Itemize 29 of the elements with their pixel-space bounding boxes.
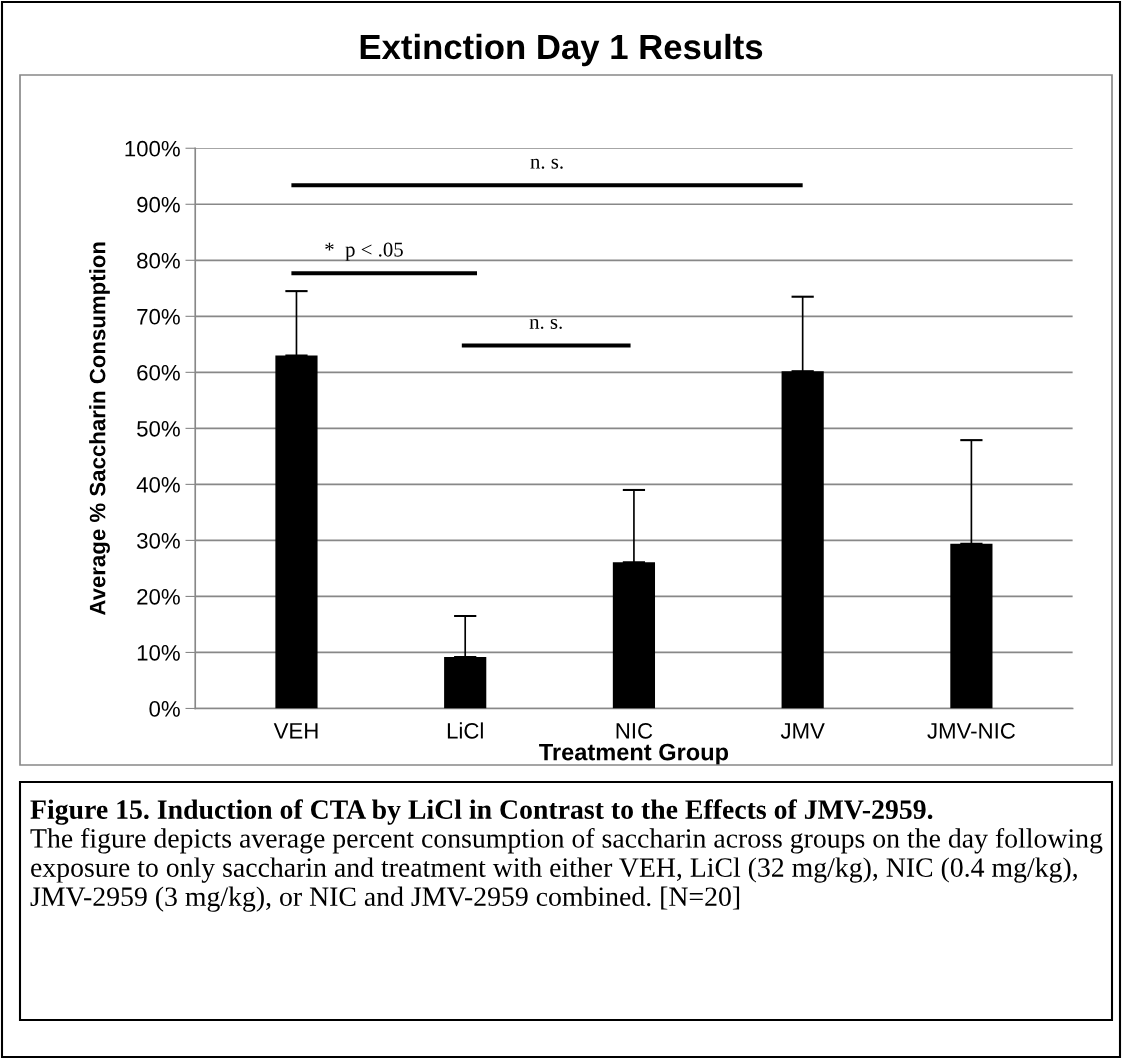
y-tick-label: 20% [137, 588, 180, 605]
bar [612, 562, 656, 709]
y-tick-label: 10% [137, 644, 180, 661]
annotation: * p < .05 [325, 242, 403, 261]
bar [781, 371, 824, 709]
y-tick-label: 100% [125, 140, 180, 157]
y-tick-label: 60% [137, 364, 180, 381]
y-tick-label: 90% [137, 196, 180, 213]
x-tick-label: VEH [273, 723, 318, 739]
y-tick-label: 50% [137, 420, 180, 437]
bar [275, 355, 318, 709]
y-tick-label: 0% [149, 701, 180, 717]
y-axis-title: Average % Saccharin Consumption [89, 242, 110, 616]
annotation: n. s. [530, 158, 563, 169]
x-tick-label: JMV-NIC [927, 722, 1015, 739]
chart-title: Extinction Day 1 Results [360, 33, 763, 67]
y-tick-label: 30% [137, 532, 180, 549]
y-tick-label: 40% [136, 476, 180, 493]
annotation: n. s. [529, 318, 562, 329]
text: The figure depicts average percent consumption of saccharin across groups on the day following exposure to only saccharin and treatment with either VEH, LiCl (32 mg/kg), NIC (0.4 mg/kg), JMV-2959 (3 mg/kg), or NIC and JMV-2959 combined. [N=20] [30, 828, 1103, 912]
caption: Figure 15. Induction of CTA by LiCl in Contrast to the Effects of JMV-2959. [30, 799, 933, 825]
x-tick-label: NIC [616, 722, 653, 739]
x-tick-label: JMV [780, 723, 825, 739]
bar [444, 656, 487, 709]
bar [950, 543, 993, 709]
x-axis-title: Treatment Group [539, 743, 729, 766]
y-tick-label: 80% [137, 252, 180, 269]
x-tick-label: LiCl [447, 722, 483, 739]
y-tick-label: 70% [137, 308, 180, 325]
